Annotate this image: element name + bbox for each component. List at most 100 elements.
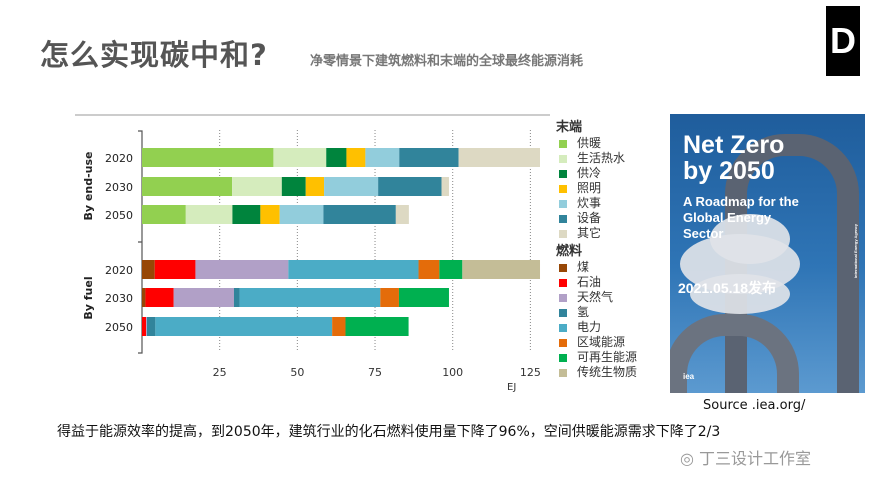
cloud xyxy=(710,214,790,264)
legend-label: 设备 xyxy=(577,211,602,225)
legend-item: 设备 xyxy=(556,211,637,226)
cover-title-2: by 2050 xyxy=(683,157,775,185)
legend-swatch xyxy=(559,214,567,223)
legend-swatch xyxy=(559,263,567,272)
legend-swatch xyxy=(559,293,567,302)
legend-item: 供冷 xyxy=(556,166,637,181)
bar-segment-设备 xyxy=(399,148,459,167)
category-label: 2050 xyxy=(105,209,133,222)
legend-swatch xyxy=(559,278,567,287)
bar-segment-电力 xyxy=(155,317,333,336)
bar-segment-供暖 xyxy=(142,205,186,224)
x-tick-label: 25 xyxy=(213,366,227,379)
legend-swatch xyxy=(559,308,567,317)
bar-segment-电力 xyxy=(288,260,419,279)
bar-segment-氢 xyxy=(233,288,240,307)
legend-label: 炊事 xyxy=(577,196,602,210)
bar-segment-煤 xyxy=(142,288,146,307)
source-text: Source .iea.org/ xyxy=(703,398,806,413)
bar-segment-区域能源 xyxy=(418,260,440,279)
bar-segment-天然气 xyxy=(173,288,234,307)
bar-segment-其它 xyxy=(395,205,409,224)
legend-swatch xyxy=(559,184,567,193)
legend-label: 石油 xyxy=(577,275,602,289)
page-title: 怎么实现碳中和? xyxy=(40,38,268,72)
x-tick-label: 100 xyxy=(442,366,463,379)
bar-segment-氢 xyxy=(146,317,156,336)
bar-segment-生活热水 xyxy=(273,148,327,167)
bar-segment-电力 xyxy=(239,288,381,307)
legend-label: 传统生物质 xyxy=(577,365,638,379)
legend-swatch xyxy=(559,154,567,163)
legend-item: 石油 xyxy=(556,275,637,290)
report-cover-image: Net Zero by 2050 A Roadmap for the Globa… xyxy=(670,114,865,393)
x-tick-label: 50 xyxy=(290,366,304,379)
watermark: ◎ 丁三设计工作室 xyxy=(680,445,811,469)
bar-segment-生活热水 xyxy=(232,177,282,196)
legend-label: 其它 xyxy=(577,226,602,240)
legend-item: 区域能源 xyxy=(556,335,637,350)
legend-item: 生活热水 xyxy=(556,151,637,166)
bar-segment-可再生能源 xyxy=(398,288,449,307)
legend-item: 传统生物质 xyxy=(556,365,637,380)
legend-swatch xyxy=(559,199,567,208)
bar-segment-照明 xyxy=(260,205,280,224)
page-subtitle: 净零情景下建筑燃料和末端的全球最终能源消耗 xyxy=(310,54,584,69)
legend-label: 生活热水 xyxy=(577,151,626,165)
legend-swatch xyxy=(559,229,567,238)
wechat-icon: ◎ xyxy=(680,449,700,468)
group-label: By end-use xyxy=(82,152,95,221)
legend-item: 煤 xyxy=(556,260,637,275)
x-axis-label: EJ xyxy=(507,382,516,393)
category-label: 2030 xyxy=(105,181,133,194)
cover-subtitle-1: A Roadmap for the xyxy=(683,194,799,209)
iea-logo: iea xyxy=(683,372,695,381)
bar-segment-区域能源 xyxy=(380,288,399,307)
bar-segment-煤 xyxy=(142,260,155,279)
legend-title: 燃料 xyxy=(556,244,583,259)
category-label: 2050 xyxy=(105,321,133,334)
legend-swatch xyxy=(559,323,567,332)
bar-segment-天然气 xyxy=(195,260,289,279)
category-label: 2020 xyxy=(105,152,133,165)
bar-segment-天然气 xyxy=(146,317,147,336)
legend-label: 供冷 xyxy=(577,166,602,180)
watermark-text: 丁三设计工作室 xyxy=(699,449,812,468)
bar-segment-传统生物质 xyxy=(462,260,541,279)
bar-segment-照明 xyxy=(346,148,366,167)
legend-label: 电力 xyxy=(577,320,602,334)
group-label: By fuel xyxy=(82,276,95,319)
legend-label: 可再生能源 xyxy=(577,350,638,364)
chart-legend: 末端 供暖 生活热水 供冷 照明 炊事 设备 其它 燃料煤石油 天然气氢电力 区域能源 可再生能源 传统… xyxy=(556,120,637,380)
axis-bracket xyxy=(138,130,143,354)
category-label: 2030 xyxy=(105,292,133,305)
bar-segment-生活热水 xyxy=(185,205,233,224)
cloud xyxy=(690,274,790,314)
cover-vertical-text: International Energy Agency xyxy=(853,224,858,279)
legend-swatch xyxy=(559,368,567,377)
bar-segment-供暖 xyxy=(142,177,233,196)
cover-title-1: Net Zero xyxy=(683,131,785,159)
bar-segment-照明 xyxy=(305,177,325,196)
bar-segment-石油 xyxy=(142,317,147,336)
bar-segment-设备 xyxy=(323,205,396,224)
bar-segment-炊事 xyxy=(324,177,379,196)
legend-label: 照明 xyxy=(577,181,602,195)
bar-segment-设备 xyxy=(378,177,442,196)
bar-segment-石油 xyxy=(154,260,196,279)
legend-swatch xyxy=(559,169,567,178)
legend-swatch xyxy=(559,139,567,148)
bar-segment-其它 xyxy=(441,177,449,196)
bar-segment-可再生能源 xyxy=(345,317,409,336)
bar-segment-石油 xyxy=(145,288,174,307)
bar-segment-炊事 xyxy=(279,205,324,224)
legend-label: 供暖 xyxy=(577,136,602,150)
stacked-bar-chart: 25 50 75 100 125 EJ By end-use 2020 2030 2050 By f… xyxy=(75,114,550,393)
legend-item: 氢 xyxy=(556,305,637,320)
legend-item: 照明 xyxy=(556,181,637,196)
bar-segment-炊事 xyxy=(365,148,400,167)
legend-label: 煤 xyxy=(577,260,590,274)
legend-item: 可再生能源 xyxy=(556,350,637,365)
legend-swatch xyxy=(559,338,567,347)
bar-segment-供冷 xyxy=(281,177,306,196)
